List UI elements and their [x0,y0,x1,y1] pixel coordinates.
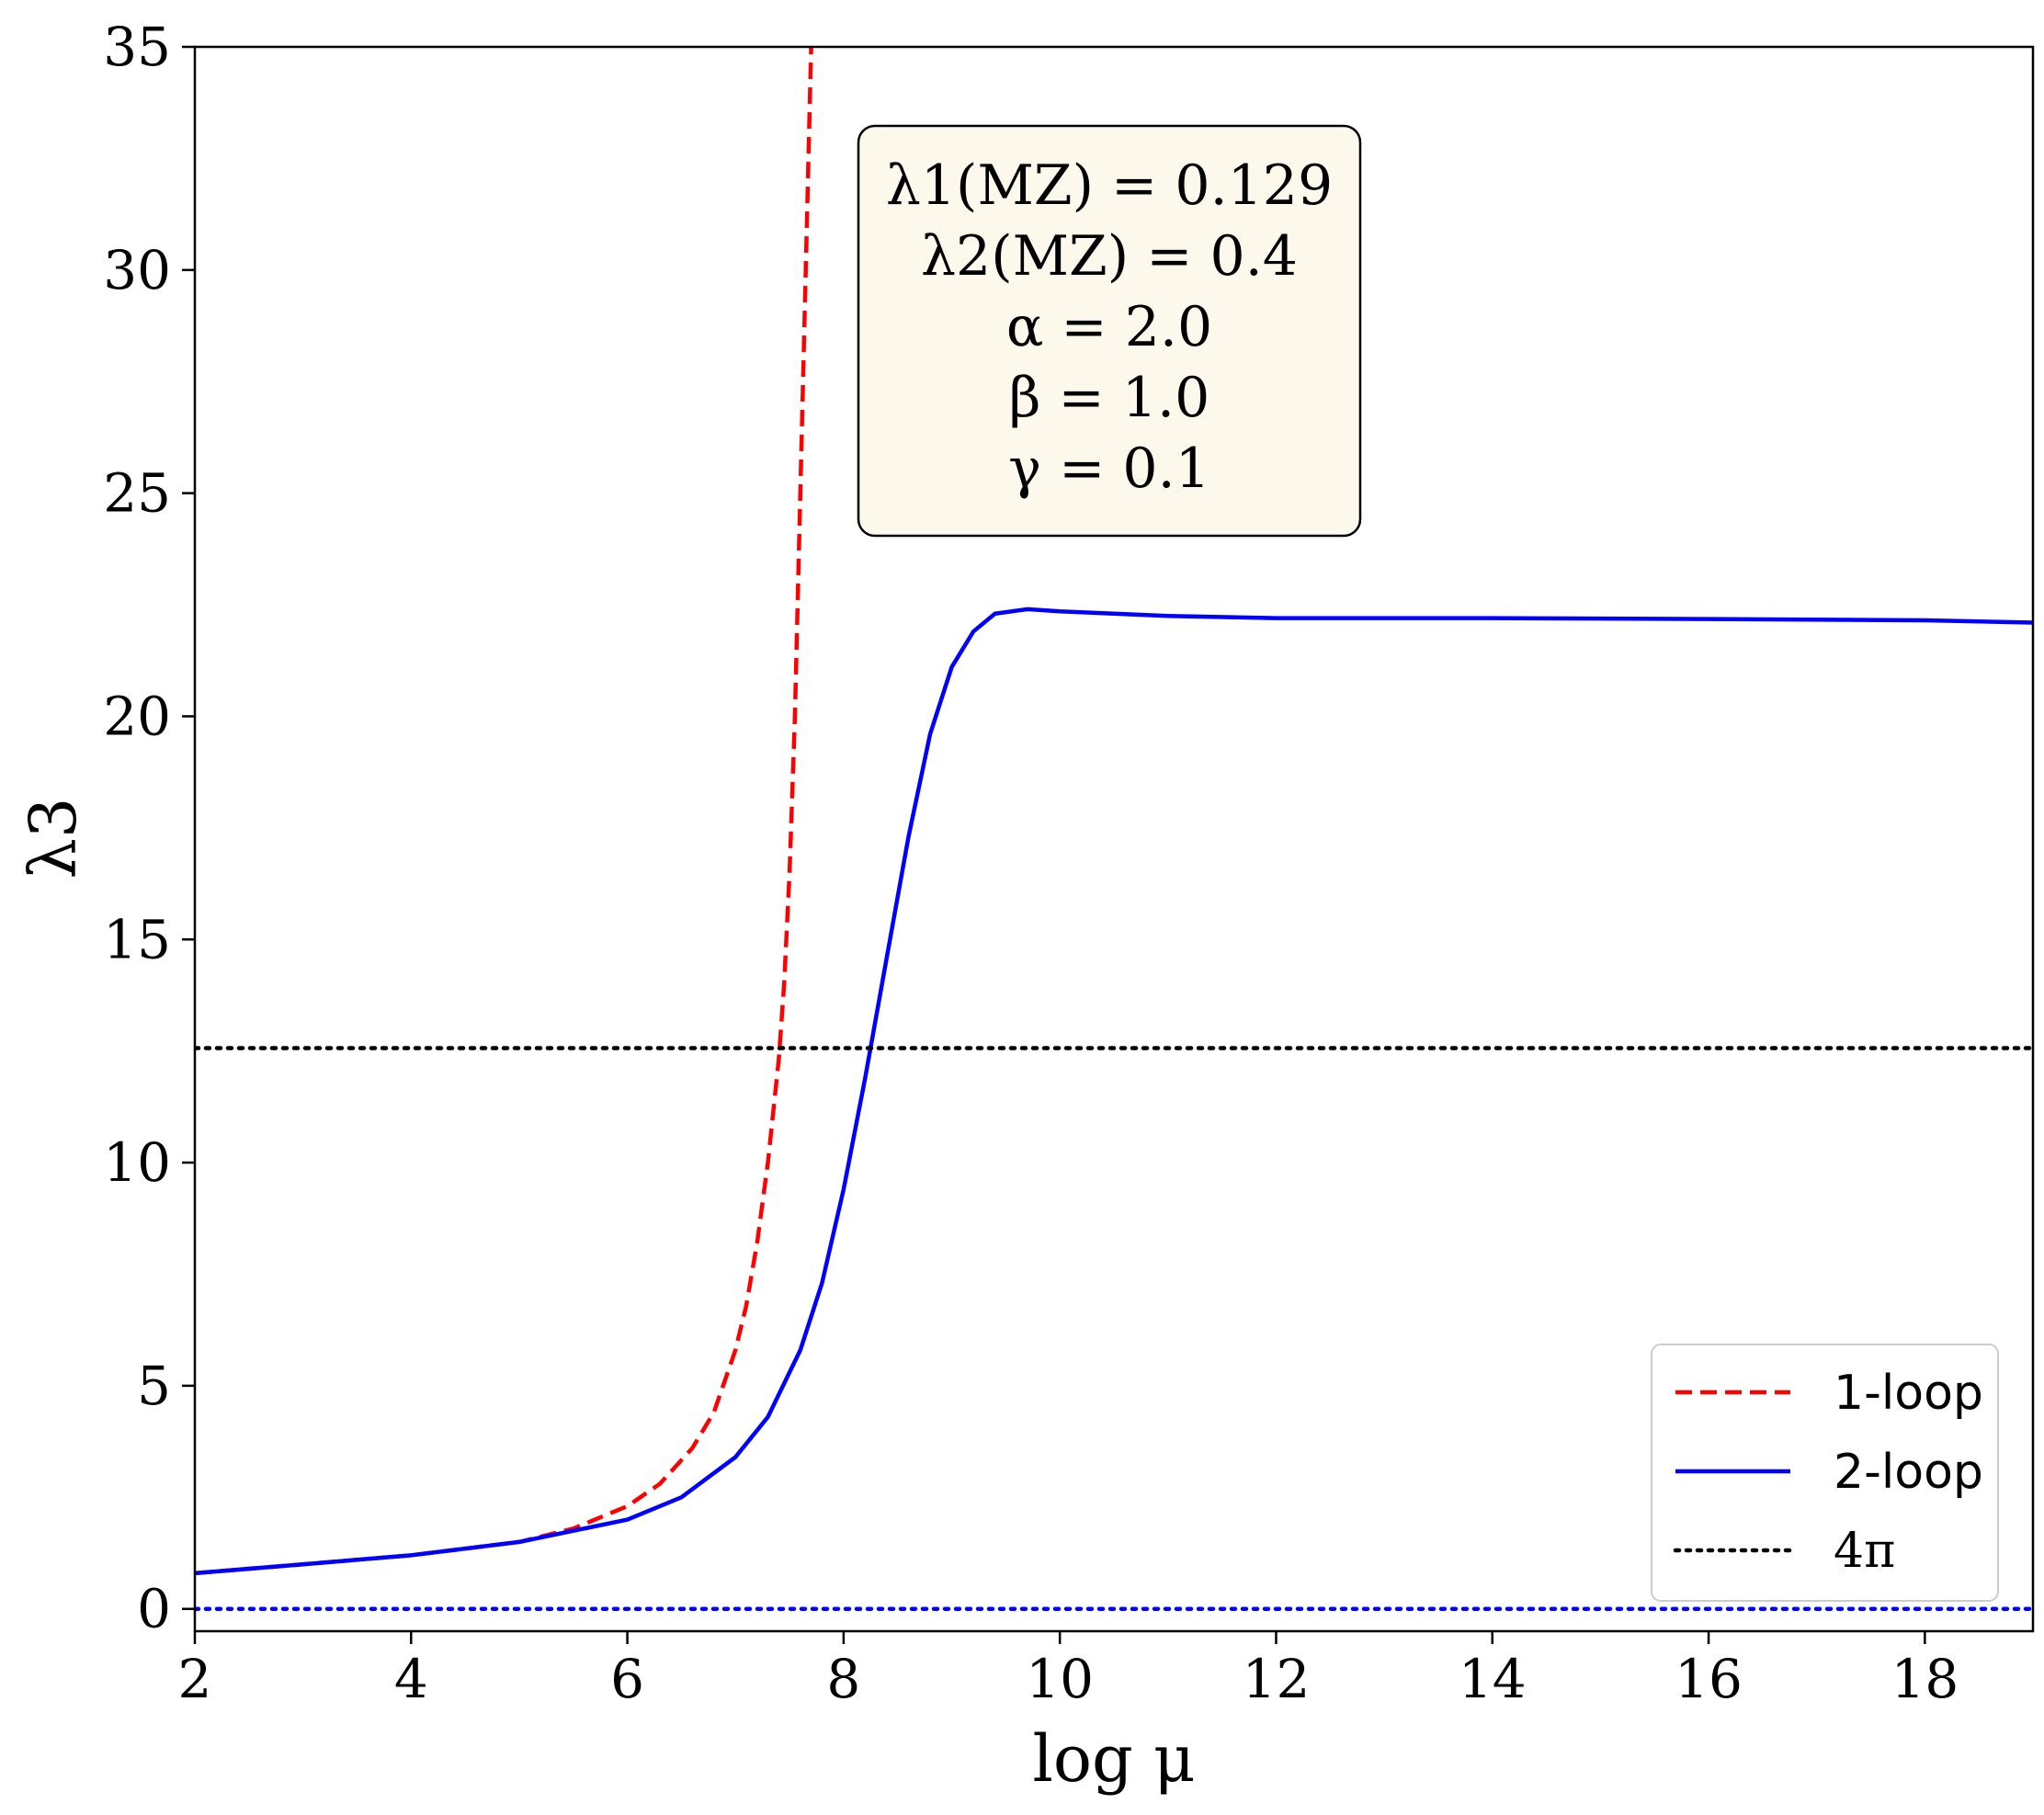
x-tick-label: 6 [610,1648,644,1710]
y-tick-label: 10 [103,1131,171,1194]
series-line-2-loop [195,607,2033,1576]
annotation-line: λ2(MZ) = 0.4 [921,224,1298,289]
x-tick-label: 18 [1891,1648,1959,1710]
series-layer [195,47,2033,1611]
x-tick-label: 4 [394,1648,428,1710]
x-tick-label: 2 [178,1648,212,1710]
annotation-line: λ1(MZ) = 0.129 [886,153,1333,218]
y-tick-label: 25 [103,462,171,525]
annotation-line: α = 2.0 [1006,295,1212,359]
x-tick-label: 12 [1243,1648,1311,1710]
annotation-line: γ = 0.1 [1008,437,1210,501]
y-tick-label: 5 [137,1355,171,1417]
annotation-line: β = 1.0 [1009,366,1210,430]
x-tick-label: 8 [826,1648,860,1710]
x-axis-label: log μ [1032,1721,1195,1797]
legend-label: 2-loop [1834,1445,1983,1500]
legend: 1-loop 2-loop 4π [1651,1344,1999,1602]
y-tick-label: 0 [137,1578,171,1640]
y-tick-label: 20 [103,685,171,747]
legend-label: 4π [1834,1524,1895,1579]
x-tick-label: 16 [1675,1648,1743,1710]
y-tick-label: 30 [103,239,171,301]
legend-items: 1-loop 2-loop 4π [1673,1366,1983,1579]
legend-frame [1651,1344,1999,1602]
y-tick-label: 15 [103,908,171,970]
x-axis: 2 4 6 8 10 12 14 16 18 [178,1631,1959,1710]
legend-label: 1-loop [1834,1366,1983,1421]
x-tick-label: 10 [1026,1648,1094,1710]
annotation-box-frame [857,124,1362,538]
plot-frame [193,45,2035,1633]
y-axis-label: λ3 [16,798,91,879]
y-axis: 0 5 10 15 20 25 30 35 [103,16,195,1640]
y-tick-label: 35 [103,16,171,78]
x-tick-label: 14 [1459,1648,1527,1710]
